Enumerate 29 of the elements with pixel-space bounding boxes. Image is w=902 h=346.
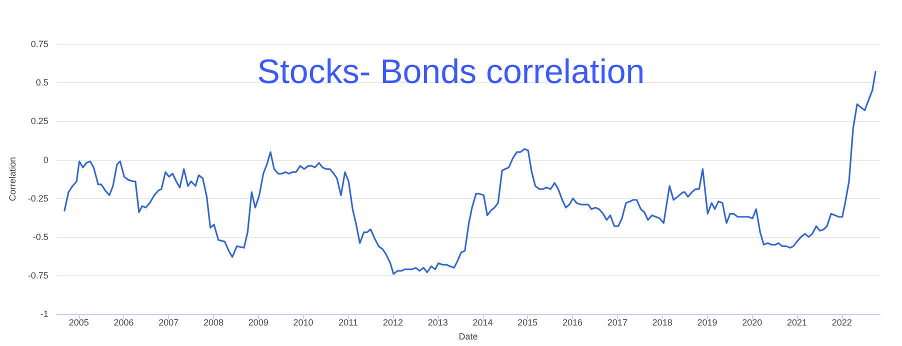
x-tick-label: 2018 (652, 318, 672, 328)
x-tick-label: 2016 (562, 318, 583, 328)
y-axis-title: Correlation (8, 157, 18, 202)
x-tick-label: 2021 (786, 318, 807, 328)
x-axis-title: Date (458, 332, 478, 342)
x-tick-label: 2006 (114, 318, 134, 328)
x-tick-label: 2007 (158, 318, 179, 328)
x-tick-label: 2009 (248, 318, 268, 328)
x-tick-label: 2008 (203, 318, 224, 328)
y-tick-label: 0 (43, 154, 48, 165)
y-tick-label: -0.75 (28, 270, 48, 281)
y-tick-label: 0.5 (36, 78, 48, 88)
y-tick-label: 0.25 (30, 116, 48, 126)
x-tick-label: 2017 (607, 318, 628, 328)
x-tick-label: 2005 (68, 318, 89, 328)
x-tick-label: 2019 (697, 318, 718, 328)
y-tick-label: -1 (40, 309, 48, 320)
y-tick-label: 0.75 (30, 39, 48, 49)
x-tick-label: 2014 (472, 318, 493, 328)
y-tick-label: -0.25 (28, 193, 48, 204)
x-tick-label: 2020 (742, 318, 762, 328)
x-tick-label: 2015 (518, 318, 538, 328)
x-tick-label: 2013 (428, 318, 448, 328)
y-tick-label: -0.5 (32, 232, 48, 242)
x-tick-label: 2011 (338, 318, 358, 328)
x-tick-label: 2010 (293, 318, 314, 328)
x-tick-label: 2012 (383, 318, 404, 328)
x-tick-label: 2022 (832, 318, 852, 328)
chart-title: Stocks- Bonds correlation (257, 53, 645, 91)
